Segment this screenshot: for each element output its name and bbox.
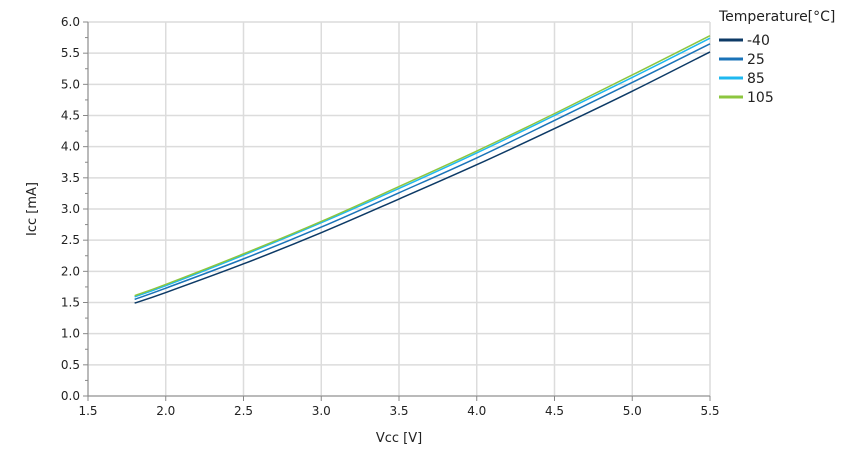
legend-label: 105 bbox=[747, 90, 774, 106]
y-tick-label: 2.0 bbox=[61, 264, 80, 278]
y-tick-label: 5.0 bbox=[61, 77, 80, 91]
series-line-25 bbox=[134, 43, 711, 301]
x-tick-label: 5.0 bbox=[623, 404, 642, 418]
x-tick-label: 2.0 bbox=[156, 404, 175, 418]
y-tick-label: 0.5 bbox=[61, 358, 80, 372]
series-lines bbox=[134, 35, 711, 304]
x-tick-label: 3.5 bbox=[389, 404, 408, 418]
y-tick-label: 5.5 bbox=[61, 46, 80, 60]
legend-label: -40 bbox=[747, 33, 770, 49]
series-line-85 bbox=[134, 37, 711, 298]
legend: Temperature[°C] -40 25 85 105 bbox=[718, 9, 835, 106]
x-tick-label: 4.5 bbox=[545, 404, 564, 418]
x-tick-label: 4.0 bbox=[467, 404, 486, 418]
series-line-105 bbox=[134, 35, 711, 297]
legend-label: 25 bbox=[747, 52, 765, 68]
y-tick-label: 1.0 bbox=[61, 327, 80, 341]
legend-label: 85 bbox=[747, 71, 765, 87]
y-tick-label: 1.5 bbox=[61, 296, 80, 310]
y-tick-label: 0.0 bbox=[61, 389, 80, 403]
axes: 1.5 2.0 2.5 3.0 3.5 4.0 4.5 5.0 5.5 0.0 0.5 1.0 1.5 2… bbox=[61, 15, 720, 418]
x-tick-label: 5.5 bbox=[700, 404, 719, 418]
y-tick-label: 3.0 bbox=[61, 202, 80, 216]
x-tick-label: 2.5 bbox=[234, 404, 253, 418]
grid bbox=[87, 21, 711, 397]
y-tick-label: 4.0 bbox=[61, 140, 80, 154]
x-axis-label: Vcc [V] bbox=[376, 431, 422, 446]
y-tick-label: 4.5 bbox=[61, 109, 80, 123]
x-tick-label: 3.0 bbox=[312, 404, 331, 418]
y-tick-label: 3.5 bbox=[61, 171, 80, 185]
legend-title: Temperature[°C] bbox=[718, 9, 835, 25]
series-line--40 bbox=[134, 51, 711, 304]
y-axis-label: Icc [mA] bbox=[25, 182, 40, 236]
y-tick-label: 2.5 bbox=[61, 233, 80, 247]
y-tick-label: 6.0 bbox=[61, 15, 80, 29]
x-tick-label: 1.5 bbox=[78, 404, 97, 418]
